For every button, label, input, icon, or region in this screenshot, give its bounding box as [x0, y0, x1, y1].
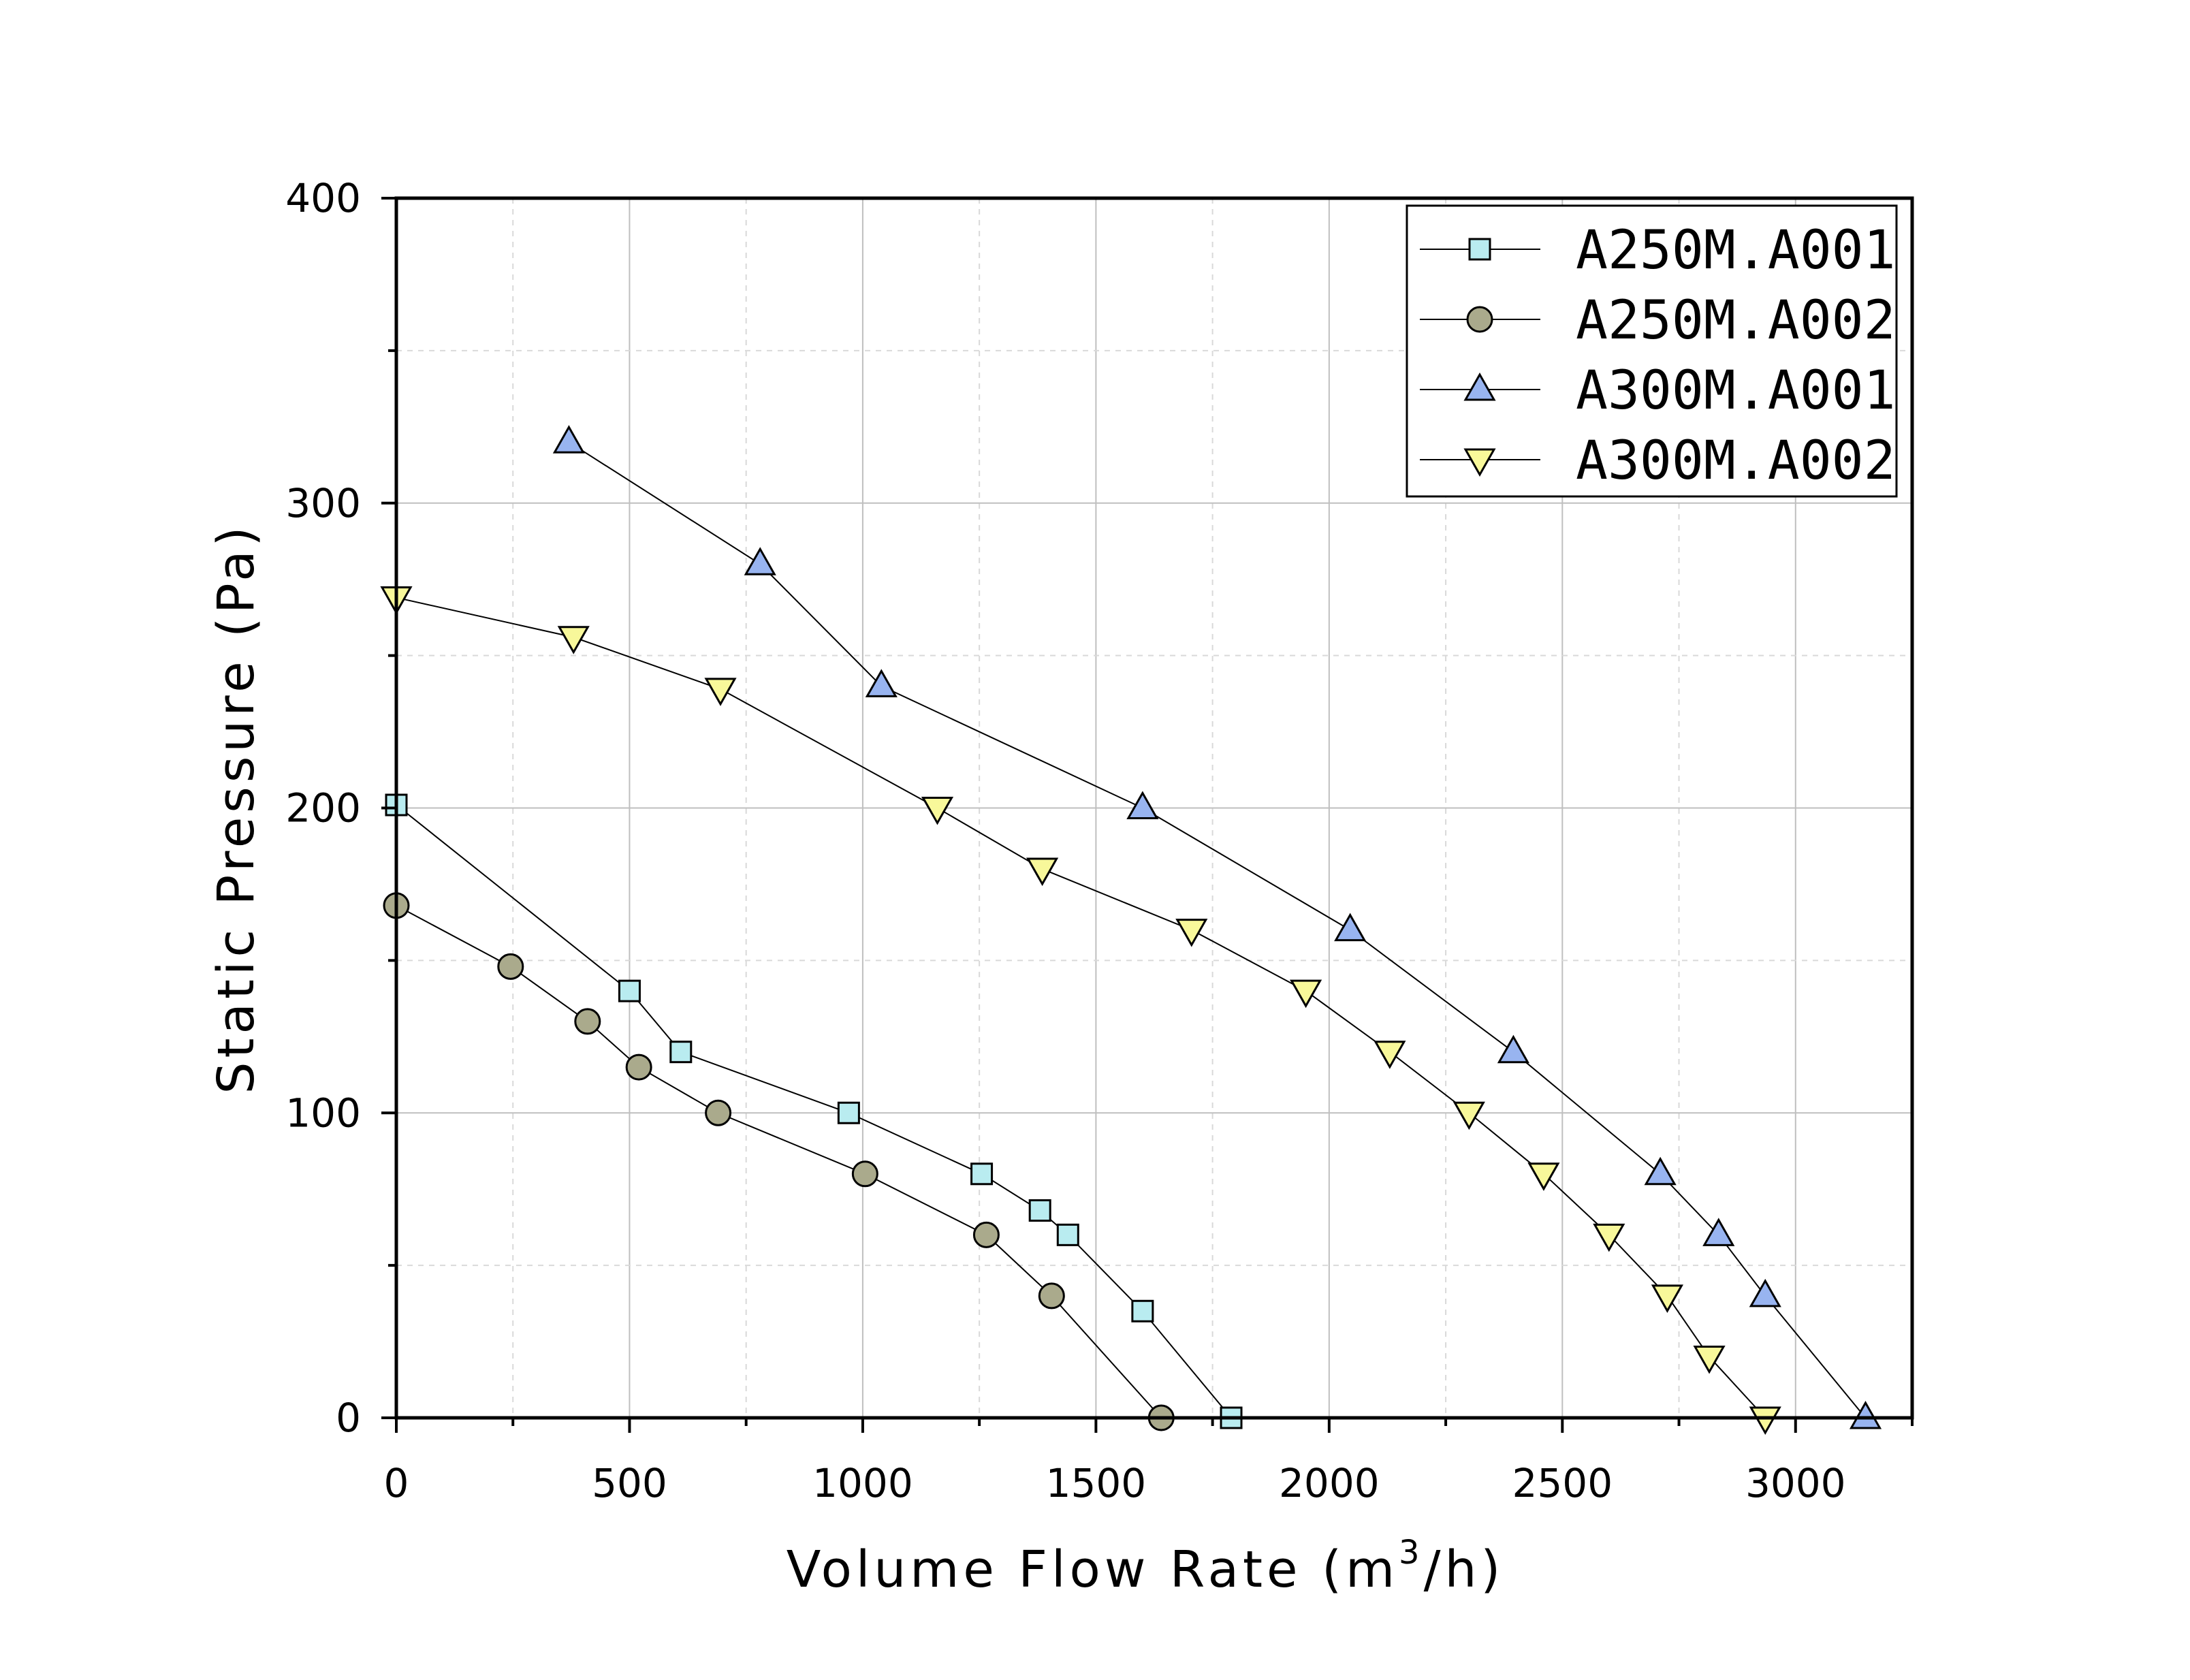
- legend-label-a250m-a002: A250M.A002: [1576, 290, 1896, 351]
- x-tick-label: 2000: [1279, 1460, 1380, 1506]
- data-point-a300m-a002: [1593, 1223, 1625, 1252]
- data-point-a300m-a002: [921, 797, 954, 825]
- legend-label-a300m-a001: A300M.A001: [1576, 360, 1896, 422]
- legend-item-a250m-a001: A250M.A001: [1420, 220, 1896, 281]
- legend-label-a300m-a002: A300M.A002: [1576, 430, 1896, 492]
- data-point-a300m-a001: [744, 547, 776, 575]
- data-point-a300m-a001: [1849, 1400, 1882, 1429]
- series-line-a250m-a002: [396, 904, 1162, 1419]
- x-tick-label: 500: [592, 1460, 667, 1506]
- y-axis-title: Static Pressure (Pa): [207, 522, 266, 1094]
- data-point-a300m-a002: [1026, 857, 1059, 887]
- legend-item-a250m-a002: A250M.A002: [1420, 290, 1896, 351]
- x-tick-label: 3000: [1745, 1460, 1846, 1506]
- legend-item-a300m-a002: A300M.A002: [1420, 430, 1896, 492]
- series-a300m-a001: [552, 425, 1882, 1429]
- data-point-a300m-a001: [1334, 913, 1367, 942]
- data-point-a250m-a001: [1131, 1299, 1154, 1322]
- x-tick-label: 2500: [1512, 1460, 1613, 1506]
- data-point-a300m-a002: [704, 678, 737, 706]
- x-tick-label: 1500: [1046, 1460, 1147, 1506]
- legend-marker-a300m-a001: [1463, 372, 1496, 401]
- data-point-a300m-a002: [1749, 1406, 1781, 1436]
- x-axis-title-tail: /h): [1424, 1540, 1505, 1599]
- y-tick-label: 400: [285, 175, 361, 221]
- series-a250m-a001: [385, 793, 1243, 1429]
- series-line-a300m-a001: [568, 441, 1867, 1419]
- series-a250m-a002: [383, 892, 1175, 1431]
- data-point-a250m-a001: [837, 1101, 860, 1124]
- legend-marker-a300m-a002: [1463, 448, 1496, 477]
- axis-ticks: 0 500 1000 1500 2000 2500 3000 0 100 200 300 400: [285, 175, 1914, 1506]
- data-point-a250m-a002: [705, 1099, 732, 1126]
- data-point-a250m-a002: [574, 1008, 601, 1035]
- data-point-a250m-a001: [669, 1041, 693, 1064]
- x-axis-title: Volume Flow Rate (m3/h): [787, 1534, 1505, 1599]
- data-point-a250m-a001: [1028, 1199, 1051, 1222]
- legend-marker-a250m-a001: [1468, 238, 1491, 261]
- data-point-a300m-a002: [1374, 1041, 1406, 1069]
- x-axis-title-main: Volume Flow Rate (m: [787, 1540, 1399, 1599]
- x-tick-label: 0: [384, 1460, 409, 1506]
- data-point-a300m-a002: [1290, 979, 1322, 1009]
- data-point-a300m-a001: [552, 425, 585, 454]
- data-point-a250m-a002: [497, 953, 524, 980]
- data-point-a250m-a002: [1038, 1282, 1065, 1310]
- y-tick-label: 100: [285, 1090, 361, 1136]
- y-tick-label: 0: [336, 1395, 361, 1441]
- data-point-a300m-a001: [865, 669, 898, 697]
- data-point-a300m-a001: [1497, 1034, 1529, 1064]
- data-point-a300m-a001: [1702, 1218, 1735, 1246]
- data-point-a250m-a001: [618, 979, 641, 1002]
- data-point-a300m-a002: [557, 626, 590, 654]
- legend-item-a300m-a001: A300M.A001: [1420, 360, 1896, 422]
- data-point-a250m-a002: [972, 1221, 1000, 1248]
- data-point-a300m-a002: [1693, 1345, 1726, 1374]
- data-point-a300m-a001: [1644, 1156, 1677, 1186]
- data-point-a300m-a002: [1651, 1284, 1683, 1313]
- series-line-a250m-a001: [396, 804, 1232, 1419]
- series-a300m-a002: [380, 586, 1781, 1436]
- data-point-a300m-a002: [1527, 1162, 1560, 1191]
- data-point-a300m-a002: [1453, 1101, 1485, 1130]
- x-tick-label: 1000: [812, 1460, 913, 1506]
- x-axis-title-superscript: 3: [1399, 1534, 1424, 1572]
- y-tick-label: 200: [285, 785, 361, 831]
- legend-marker-a250m-a002: [1466, 306, 1493, 333]
- data-point-a250m-a002: [625, 1053, 652, 1081]
- data-point-a250m-a001: [970, 1162, 994, 1186]
- y-tick-label: 300: [285, 480, 361, 526]
- data-point-a300m-a002: [1175, 919, 1208, 947]
- data-point-a300m-a001: [1126, 791, 1159, 819]
- data-point-a300m-a001: [1749, 1278, 1781, 1307]
- legend: A250M.A001 A250M.A002 A300M.A001 A300M.A002: [1406, 204, 1898, 498]
- data-point-a250m-a001: [1056, 1223, 1079, 1246]
- legend-label-a250m-a001: A250M.A001: [1576, 220, 1896, 281]
- data-point-a250m-a002: [851, 1160, 878, 1188]
- series-layer: [380, 425, 1882, 1436]
- series-line-a300m-a002: [396, 597, 1766, 1419]
